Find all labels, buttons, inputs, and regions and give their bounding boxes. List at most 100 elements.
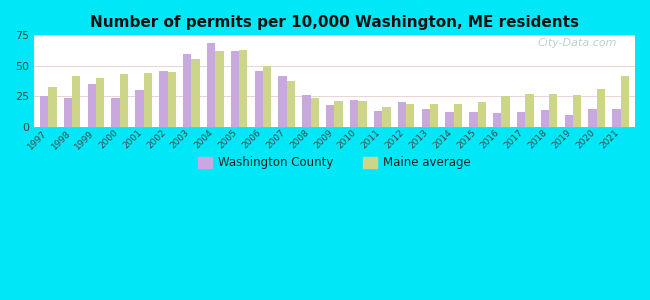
Bar — [34, 35, 635, 36]
Bar — [34, 35, 635, 36]
Bar — [34, 35, 635, 36]
Bar — [34, 35, 635, 36]
Bar — [34, 35, 635, 36]
Bar — [34, 35, 635, 36]
Bar — [34, 35, 635, 36]
Bar — [34, 35, 635, 36]
Bar — [34, 35, 635, 36]
Bar — [278, 76, 287, 127]
Bar — [239, 50, 248, 127]
Bar — [34, 35, 635, 36]
Bar — [34, 35, 635, 36]
Bar — [34, 35, 635, 36]
Bar — [34, 35, 635, 36]
Bar — [34, 35, 635, 36]
Bar — [34, 35, 635, 36]
Bar — [382, 107, 391, 127]
Bar — [335, 101, 343, 127]
Bar — [48, 87, 57, 127]
Bar — [34, 35, 635, 36]
Bar — [34, 35, 635, 36]
Bar — [612, 109, 621, 127]
Bar — [34, 35, 635, 36]
Bar — [34, 35, 635, 36]
Bar — [34, 35, 635, 36]
Bar — [120, 74, 128, 127]
Bar — [34, 35, 635, 36]
Bar — [430, 104, 438, 127]
Bar — [34, 35, 635, 36]
Bar — [34, 35, 635, 36]
Bar — [517, 112, 525, 127]
Bar — [573, 95, 581, 127]
Bar — [34, 35, 635, 36]
Bar — [34, 35, 635, 36]
Bar — [34, 35, 635, 36]
Bar — [549, 94, 558, 127]
Title: Number of permits per 10,000 Washington, ME residents: Number of permits per 10,000 Washington,… — [90, 15, 579, 30]
Bar — [34, 35, 635, 36]
Bar — [34, 35, 635, 36]
Bar — [34, 35, 635, 36]
Bar — [34, 35, 635, 36]
Bar — [34, 35, 635, 36]
Bar — [34, 35, 635, 36]
Bar — [34, 35, 635, 36]
Bar — [34, 35, 635, 36]
Bar — [135, 90, 144, 127]
Bar — [34, 35, 635, 36]
Bar — [34, 35, 635, 36]
Bar — [34, 35, 635, 36]
Bar — [207, 43, 215, 127]
Bar — [34, 35, 635, 36]
Bar — [34, 35, 635, 36]
Bar — [34, 35, 635, 36]
Bar — [34, 35, 635, 36]
Bar — [350, 100, 358, 127]
Bar — [144, 73, 152, 127]
Bar — [302, 95, 311, 127]
Bar — [34, 35, 635, 36]
Bar — [64, 98, 72, 127]
Bar — [398, 103, 406, 127]
Bar — [168, 72, 176, 127]
Bar — [159, 71, 168, 127]
Bar — [34, 35, 635, 36]
Bar — [326, 105, 335, 127]
Bar — [34, 35, 635, 36]
Bar — [34, 35, 635, 36]
Bar — [34, 35, 635, 36]
Bar — [588, 109, 597, 127]
Bar — [34, 35, 635, 36]
Bar — [34, 35, 635, 36]
Bar — [358, 101, 367, 127]
Bar — [34, 35, 635, 36]
Bar — [34, 35, 635, 36]
Bar — [34, 35, 635, 36]
Bar — [34, 35, 635, 36]
Bar — [112, 98, 120, 127]
Bar — [34, 35, 635, 36]
Bar — [34, 35, 635, 36]
Bar — [34, 35, 635, 36]
Bar — [40, 96, 48, 127]
Bar — [34, 35, 635, 36]
Bar — [34, 35, 635, 36]
Bar — [34, 35, 635, 36]
Bar — [311, 98, 319, 127]
Bar — [34, 35, 635, 36]
Bar — [263, 66, 271, 127]
Bar — [34, 35, 635, 36]
Bar — [34, 35, 635, 36]
Bar — [231, 51, 239, 127]
Bar — [34, 35, 635, 36]
Bar — [478, 103, 486, 127]
Bar — [34, 35, 635, 36]
Bar — [621, 76, 629, 127]
Bar — [34, 35, 635, 36]
Bar — [34, 35, 635, 36]
Bar — [34, 35, 635, 36]
Bar — [469, 112, 478, 127]
Bar — [72, 76, 81, 127]
Bar — [34, 35, 635, 36]
